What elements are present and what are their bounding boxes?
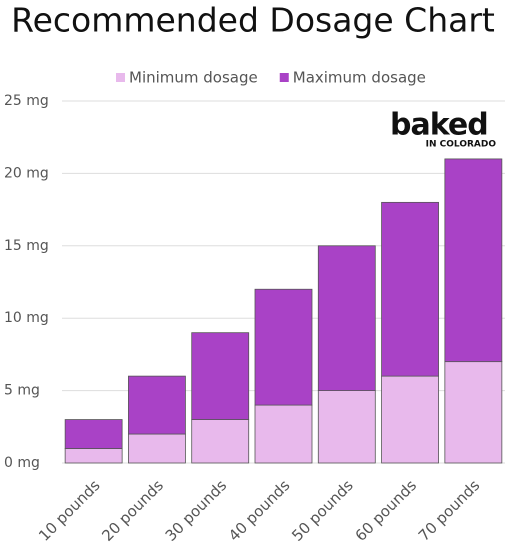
- x-tick-label: 20 pounds: [98, 476, 167, 545]
- bar-segment: [254, 404, 313, 464]
- legend: Minimum dosage Maximum dosage: [116, 69, 426, 87]
- x-tick-label: 60 pounds: [352, 476, 421, 545]
- bar-segment: [64, 419, 123, 449]
- bar-segment: [191, 419, 250, 464]
- legend-label: Maximum dosage: [293, 69, 426, 87]
- bar-segment: [128, 433, 186, 464]
- bar-segment: [381, 201, 439, 377]
- x-tick-label: 30 pounds: [162, 476, 231, 545]
- logo: baked IN COLORADO: [390, 108, 496, 150]
- bar-segment: [317, 390, 376, 464]
- logo-name: baked: [390, 108, 488, 143]
- bar-segment: [128, 375, 186, 435]
- y-tick-label: 5 mg: [4, 383, 40, 399]
- x-tick-label: 50 pounds: [288, 476, 357, 545]
- y-tick-label: 15 mg: [4, 238, 49, 254]
- bar-segment: [444, 158, 503, 363]
- bar-segment: [191, 332, 250, 420]
- chart-title: Recommended Dosage Chart: [11, 1, 495, 40]
- x-tick-label: 10 pounds: [35, 476, 104, 545]
- bar-segment: [317, 245, 376, 392]
- y-tick-label: 10 mg: [4, 310, 49, 326]
- x-tick-label: 40 pounds: [225, 476, 294, 545]
- x-tick-label: 70 pounds: [415, 476, 484, 545]
- bar-segment: [381, 375, 439, 464]
- bar-segment: [64, 448, 123, 464]
- bar-segment: [254, 288, 313, 406]
- legend-label: Minimum dosage: [129, 69, 258, 87]
- logo-tagline: IN COLORADO: [426, 140, 497, 150]
- y-tick-label: 0 mg: [4, 455, 40, 471]
- legend-swatch: [116, 73, 125, 82]
- y-tick-label: 25 mg: [4, 93, 49, 109]
- y-tick-label: 20 mg: [4, 165, 49, 181]
- bar-segment: [444, 361, 503, 464]
- legend-swatch: [279, 73, 289, 82]
